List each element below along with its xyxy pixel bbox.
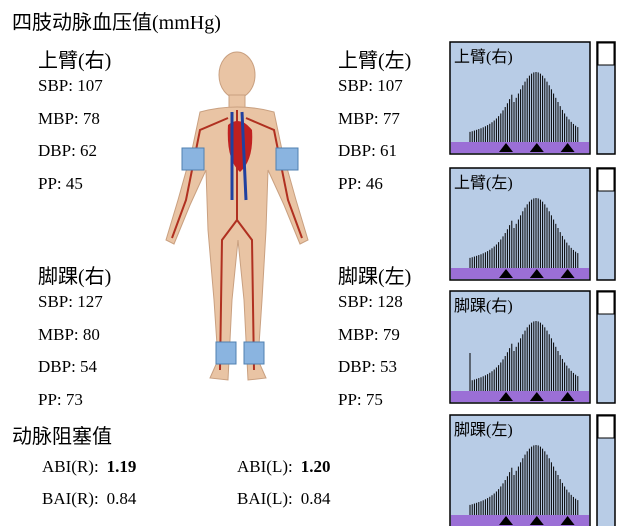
- body-figure: [165, 51, 309, 381]
- baseline-strip: [451, 391, 589, 402]
- gauge: [596, 167, 616, 281]
- measure: PP: 75: [338, 389, 383, 409]
- measure: DBP: 62: [38, 141, 98, 160]
- measure: MBP: 79: [338, 324, 400, 344]
- measure: SBP: 107: [38, 76, 103, 95]
- index-value: 0.84: [300, 489, 331, 508]
- marker: [529, 516, 544, 525]
- site-label: 脚踝(右): [38, 266, 112, 288]
- measure: PP: 46: [338, 173, 383, 193]
- baseline-strip: [451, 268, 589, 279]
- cuffs: [181, 147, 299, 365]
- measure: PP: 73: [38, 389, 83, 409]
- site-label: 脚踝(左): [338, 266, 412, 288]
- measure: SBP: 127: [38, 292, 103, 311]
- gauge: [596, 414, 616, 526]
- section-title: 动脉阻塞值: [12, 426, 112, 448]
- waveform-label: 上臂(右): [454, 49, 513, 66]
- measure: PP: 45: [38, 173, 83, 193]
- index-value: 1.19: [106, 457, 137, 476]
- heart: [227, 121, 253, 172]
- marker: [499, 143, 513, 152]
- waveform-label: 脚踝(左): [454, 422, 513, 439]
- marker: [499, 516, 513, 525]
- index-value: 0.84: [106, 489, 137, 508]
- measure: MBP: 80: [38, 324, 100, 344]
- waveform-label: 上臂(左): [454, 175, 513, 192]
- veins: [230, 111, 248, 201]
- measure: DBP: 54: [38, 357, 98, 376]
- index-label: BAI(R): 0.84: [42, 489, 137, 508]
- marker: [499, 269, 513, 278]
- gauge: [596, 41, 616, 155]
- baseline-strip: [451, 515, 589, 526]
- marker: [560, 269, 575, 278]
- marker: [529, 392, 544, 401]
- index-label: ABI(R): 1.19: [42, 457, 137, 476]
- measure: DBP: 53: [338, 357, 398, 376]
- measure: SBP: 107: [338, 76, 403, 95]
- site-label: 上臂(右): [38, 50, 112, 72]
- gauge-top: [597, 42, 615, 66]
- gauge-top: [597, 291, 615, 315]
- waveform-label: 脚踝(右): [454, 298, 513, 315]
- site-label: 上臂(左): [338, 50, 412, 72]
- marker: [560, 392, 575, 401]
- gauge-top: [597, 415, 615, 439]
- marker: [560, 516, 575, 525]
- marker: [529, 269, 544, 278]
- index-label: ABI(L): 1.20: [237, 457, 331, 476]
- index-value: 1.20: [300, 457, 331, 476]
- measure: MBP: 77: [338, 108, 400, 128]
- marker: [560, 143, 575, 152]
- page-title: 四肢动脉血压值(mmHg): [12, 12, 221, 34]
- gauge-top: [597, 168, 615, 192]
- measure: SBP: 128: [338, 292, 403, 311]
- measure: MBP: 78: [38, 108, 100, 128]
- baseline-strip: [451, 142, 589, 153]
- marker: [529, 143, 544, 152]
- marker: [499, 392, 513, 401]
- measure: DBP: 61: [338, 141, 398, 160]
- index-label: BAI(L): 0.84: [237, 489, 331, 508]
- gauge: [596, 290, 616, 404]
